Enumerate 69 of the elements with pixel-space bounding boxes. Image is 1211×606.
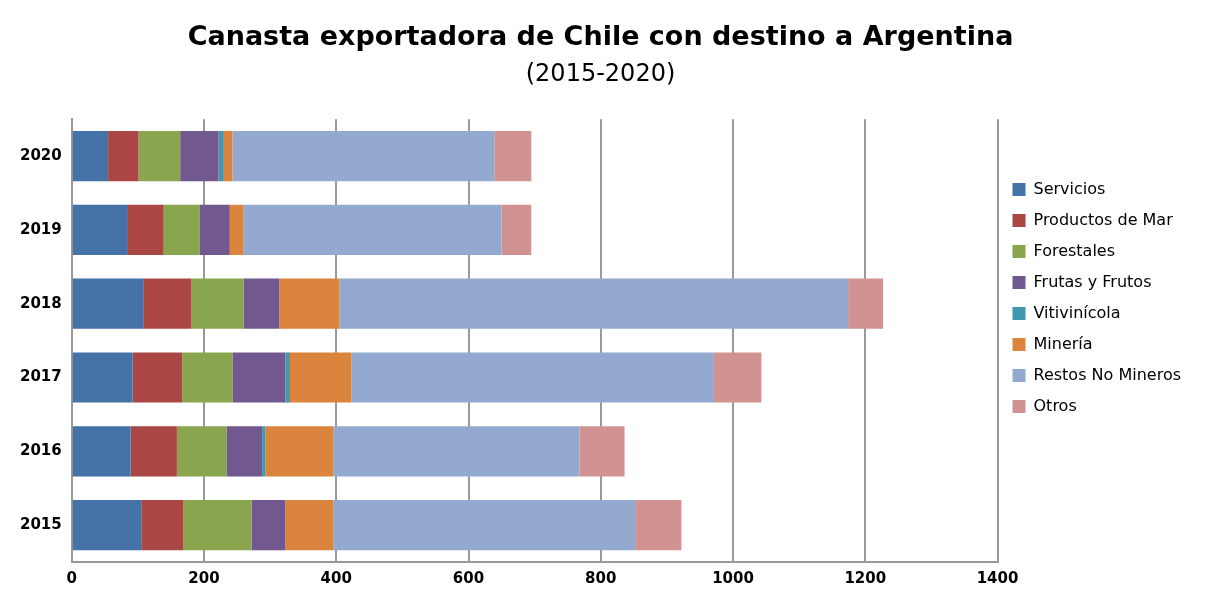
y-tick-label: 2019 xyxy=(20,219,62,238)
bar xyxy=(848,278,884,329)
bar xyxy=(285,500,334,551)
bar xyxy=(285,352,290,403)
chart-subtitle: (2015-2020) xyxy=(525,59,676,88)
legend-label: Minería xyxy=(1033,333,1093,353)
bar xyxy=(72,500,142,551)
x-tick-label: 200 xyxy=(188,568,220,587)
bar xyxy=(182,352,233,403)
legend-label: Productos de Mar xyxy=(1033,209,1174,229)
bar xyxy=(579,426,625,477)
x-tick-label: 600 xyxy=(452,568,485,587)
bar xyxy=(132,352,183,403)
bar xyxy=(223,131,233,182)
bar xyxy=(232,131,495,182)
bar xyxy=(199,204,230,255)
bar xyxy=(143,278,192,329)
y-tick-label: 2015 xyxy=(20,514,62,533)
bar xyxy=(494,131,532,182)
bar xyxy=(333,500,636,551)
legend-label: Servicios xyxy=(1033,178,1106,198)
bar xyxy=(501,204,532,255)
bar xyxy=(351,352,714,403)
x-tick-label: 1400 xyxy=(976,568,1019,587)
legend-label: Forestales xyxy=(1033,240,1116,260)
bar xyxy=(218,131,224,182)
bar xyxy=(243,278,280,329)
bar xyxy=(289,352,352,403)
y-tick-label: 2020 xyxy=(20,145,62,164)
bar xyxy=(180,131,219,182)
bar xyxy=(72,426,131,477)
x-tick-label: 400 xyxy=(320,568,352,587)
bar xyxy=(232,352,286,403)
legend-label: Otros xyxy=(1033,395,1077,415)
bar xyxy=(163,204,200,255)
bar xyxy=(333,426,580,477)
bar xyxy=(183,500,252,551)
bar xyxy=(251,500,286,551)
legend-label: Vitivinícola xyxy=(1033,302,1121,322)
bar xyxy=(130,426,177,477)
bar xyxy=(279,278,340,329)
bar xyxy=(72,204,128,255)
x-tick-label: 1200 xyxy=(844,568,887,587)
y-tick-label: 2018 xyxy=(20,293,62,312)
bar xyxy=(713,352,762,403)
y-tick-label: 2016 xyxy=(20,441,62,460)
bar xyxy=(191,278,244,329)
bar xyxy=(72,278,144,329)
y-tick-label: 2017 xyxy=(20,367,62,386)
bar xyxy=(226,426,263,477)
bar xyxy=(262,426,266,477)
bar xyxy=(229,204,244,255)
bar xyxy=(138,131,181,182)
bar xyxy=(108,131,139,182)
legend-label: Restos No Mineros xyxy=(1033,364,1182,384)
x-tick-label: 0 xyxy=(66,568,77,587)
bar xyxy=(635,500,682,551)
x-tick-label: 800 xyxy=(585,568,617,587)
chart-title: Canasta exportadora de Chile con destino a Argentina xyxy=(187,20,1014,52)
bar xyxy=(127,204,164,255)
bar xyxy=(243,204,502,255)
x-tick-label: 1000 xyxy=(712,568,754,587)
bar xyxy=(72,352,133,403)
bar xyxy=(72,131,109,182)
bar xyxy=(176,426,227,477)
bar xyxy=(141,500,184,551)
bar xyxy=(339,278,849,329)
bar xyxy=(265,426,334,477)
legend-label: Frutas y Frutos xyxy=(1033,271,1152,291)
